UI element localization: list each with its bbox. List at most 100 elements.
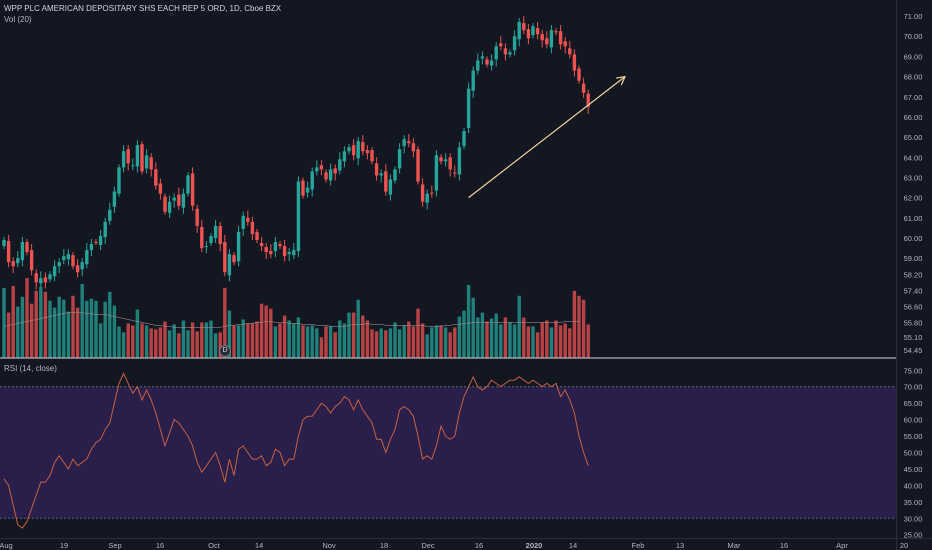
volume-bar (319, 337, 324, 358)
candle-body (227, 254, 232, 276)
time-tick-label: Apr (836, 541, 848, 550)
volume-bar (177, 333, 181, 358)
candle-body (186, 175, 190, 194)
volume-bar (531, 326, 535, 358)
candle-body (448, 157, 452, 170)
volume-bar (342, 323, 347, 358)
volume-bar (393, 322, 397, 358)
symbol-title: WPP PLC AMERICAN DEPOSITARY SHS EACH REP… (4, 4, 282, 13)
volume-bar (439, 325, 443, 358)
volume-bar (255, 321, 259, 358)
volume-bar (563, 323, 567, 358)
price-tick-label: 59.00 (904, 254, 923, 263)
volume-bar (135, 309, 140, 358)
volume-bar (195, 331, 199, 358)
candle-body (269, 251, 273, 255)
time-tick-label: 20 (900, 541, 908, 550)
candle-body (264, 247, 268, 253)
volume-bar (204, 322, 209, 358)
candle-body (117, 167, 121, 194)
candle-body (20, 242, 25, 261)
time-tick-label: 14 (569, 541, 577, 550)
volume-bar (384, 330, 388, 358)
volume-bar (117, 326, 121, 358)
candle-body (62, 256, 66, 261)
volume-bar (71, 295, 75, 358)
volume-bar (568, 328, 572, 358)
candle-body (319, 165, 324, 170)
dividend-event-badge[interactable]: D (219, 345, 231, 357)
volume-bar (411, 326, 416, 358)
volume-bar (94, 300, 98, 358)
candle-body (89, 244, 94, 251)
candle-body (499, 43, 503, 47)
candle-body (370, 150, 374, 162)
candle-body (342, 151, 347, 162)
candle-body (554, 31, 558, 33)
candle-body (287, 252, 291, 255)
candle-body (223, 242, 227, 273)
candle-body (43, 277, 48, 283)
rsi-tick-label: 50.00 (904, 449, 923, 458)
candle-body (190, 173, 195, 206)
volume-bar (361, 315, 365, 358)
volume-bar (489, 318, 494, 358)
candle-body (94, 242, 98, 244)
volume-bar (213, 333, 218, 358)
candle-body (485, 59, 489, 65)
candle-body (250, 221, 255, 234)
volume-bar (581, 299, 586, 358)
rsi-pane[interactable] (0, 372, 896, 529)
candle-body (135, 145, 140, 167)
volume-bar (480, 312, 485, 358)
volume-bar (186, 330, 190, 358)
candle-body (296, 181, 301, 252)
rsi-tick-label: 25.00 (904, 531, 923, 540)
candle-body (6, 241, 11, 263)
price-tick-label: 57.40 (904, 286, 923, 295)
volume-bar (301, 325, 305, 358)
price-tick-label: 55.10 (904, 333, 923, 342)
volume-bar (365, 320, 370, 358)
volume-bar (407, 321, 411, 358)
price-candles[interactable] (2, 16, 590, 290)
time-tick-label: 16 (156, 541, 164, 550)
rsi-tick-label: 40.00 (904, 481, 923, 490)
volume-bar (499, 324, 503, 358)
candle-body (425, 193, 429, 203)
volume-bar (66, 311, 71, 358)
candle-body (324, 172, 328, 180)
volume-bar (39, 286, 43, 358)
candle-body (347, 147, 351, 152)
volume-bar (508, 322, 512, 358)
volume-bar (402, 325, 406, 358)
candle-body (517, 22, 521, 40)
volume-bar (522, 317, 526, 358)
candle-body (163, 196, 167, 212)
candle-body (172, 197, 176, 201)
rsi-tick-label: 60.00 (904, 416, 923, 425)
volume-bar (443, 327, 448, 358)
volume-bar (75, 307, 80, 358)
volume-bar (98, 323, 103, 358)
candle-body (103, 221, 107, 237)
volume-bar (80, 283, 84, 358)
time-tick-label: Mar (728, 541, 741, 550)
volume-bar (190, 322, 195, 358)
volume-bar (457, 316, 462, 358)
time-tick-label: Feb (632, 541, 645, 550)
volume-bar (273, 326, 278, 358)
volume-bar (466, 284, 471, 358)
candle-body (273, 242, 278, 252)
candle-body (232, 255, 236, 263)
volume-bar (292, 323, 296, 358)
candle-body (177, 194, 181, 206)
candle-body (434, 155, 439, 191)
candle-body (508, 52, 512, 55)
time-tick-label: Aug (0, 541, 13, 550)
candle-body (439, 157, 443, 162)
candle-body (71, 255, 75, 267)
price-tick-label: 63.00 (904, 173, 923, 182)
candle-body (121, 151, 126, 168)
